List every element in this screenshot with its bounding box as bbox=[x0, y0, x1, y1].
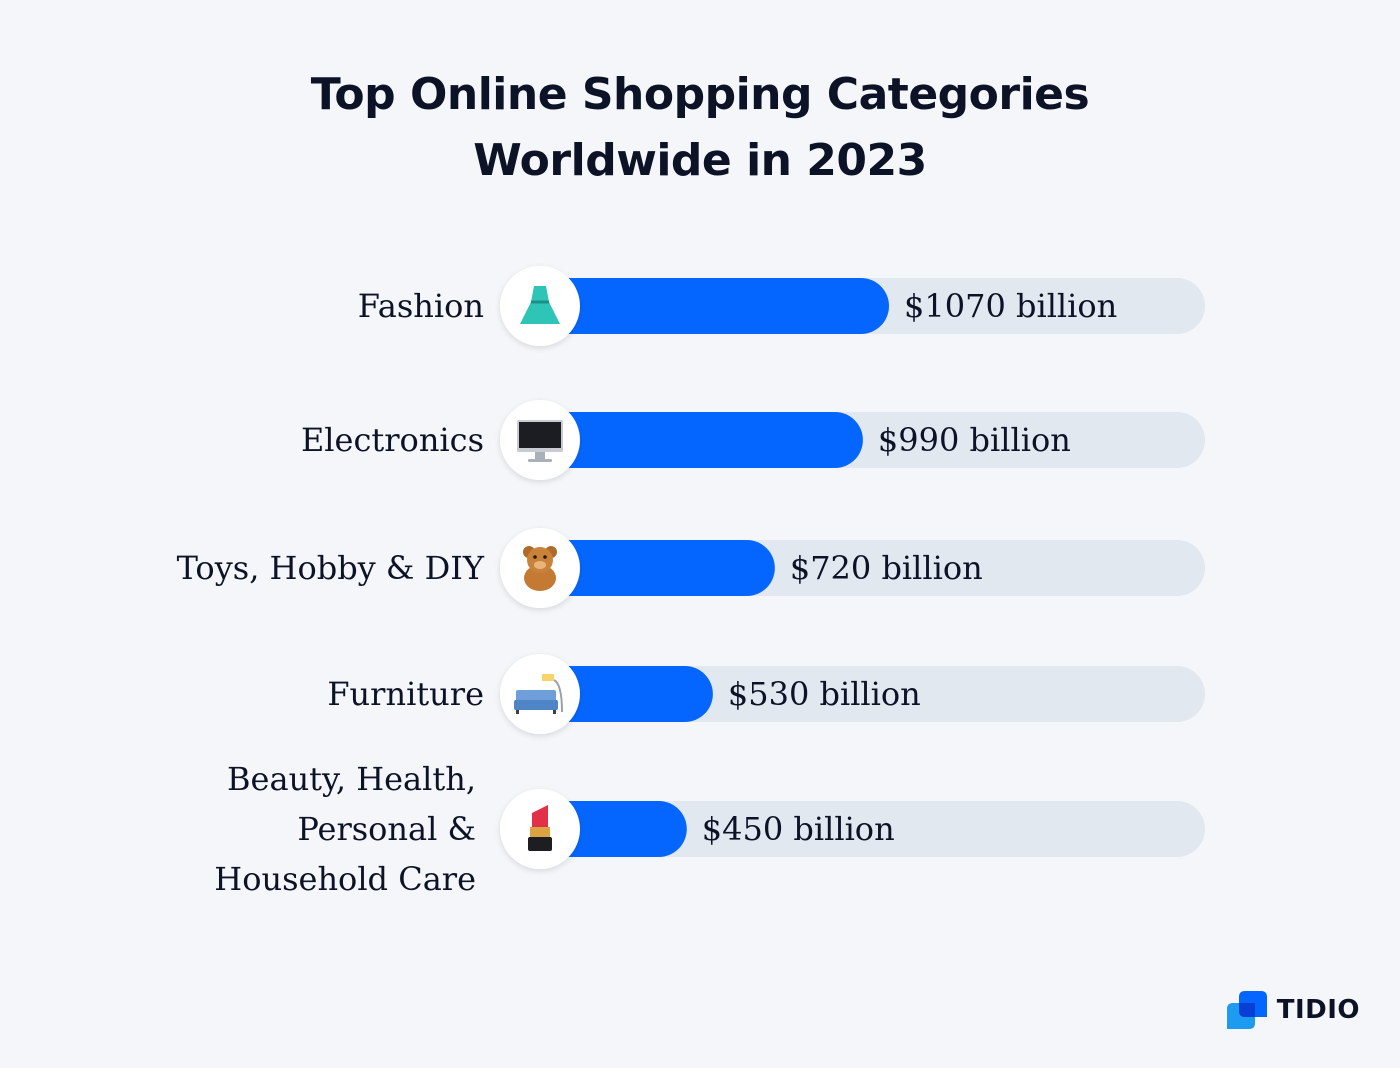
category-label: Toys, Hobby & DIY bbox=[177, 549, 485, 587]
value-label: $450 billion bbox=[702, 810, 895, 848]
chart-title-line-2: Worldwide in 2023 bbox=[473, 135, 927, 186]
couch-leg-left bbox=[516, 710, 519, 714]
teddy-bear-icon bbox=[500, 528, 580, 608]
lipstick-icon bbox=[500, 789, 580, 869]
bear-head bbox=[527, 547, 553, 573]
lamp-shade bbox=[542, 674, 554, 681]
lipstick-case bbox=[528, 837, 552, 851]
category-label: Furniture bbox=[327, 675, 484, 713]
bar bbox=[540, 666, 713, 722]
couch-seat bbox=[514, 700, 558, 710]
brand-name: TIDIO bbox=[1276, 995, 1360, 1025]
monitor-stand bbox=[535, 452, 545, 460]
category-label: Electronics bbox=[301, 421, 484, 459]
bar-row: $720 billion Toys, Hobby & DIY bbox=[177, 528, 1205, 608]
value-label: $990 billion bbox=[878, 421, 1071, 459]
category-label: Beauty, Health, bbox=[227, 760, 476, 798]
monitor-base bbox=[528, 459, 552, 462]
tidio-logo: TIDIO bbox=[1226, 990, 1360, 1030]
value-label: $530 billion bbox=[728, 675, 921, 713]
lipstick-tip bbox=[532, 805, 548, 827]
monitor-screen bbox=[519, 422, 561, 448]
computer-icon bbox=[500, 400, 580, 480]
bar bbox=[540, 540, 775, 596]
value-label: $720 billion bbox=[790, 549, 983, 587]
bar-row: $530 billion Furniture bbox=[327, 654, 1205, 734]
chart-title: Top Online Shopping Categories Worldwide… bbox=[0, 62, 1400, 194]
bear-eye-right bbox=[543, 555, 547, 559]
value-label: $1070 billion bbox=[904, 287, 1117, 325]
bar-row: $1070 billion Fashion bbox=[358, 266, 1205, 346]
couch-and-lamp-icon bbox=[500, 654, 580, 734]
category-label: Household Care bbox=[214, 860, 476, 898]
bar-row: $990 billion Electronics bbox=[301, 400, 1205, 480]
bear-eye-left bbox=[533, 555, 537, 559]
bar-track bbox=[540, 801, 1205, 857]
bar bbox=[540, 412, 863, 468]
lamp-pole bbox=[553, 679, 563, 713]
chart-title-line-1: Top Online Shopping Categories bbox=[310, 69, 1090, 120]
bar-row: $450 billion Beauty, Health, Personal & Hou… bbox=[214, 760, 1205, 898]
category-label: Personal & bbox=[297, 810, 476, 848]
lipstick-collar bbox=[530, 827, 550, 837]
dress-icon bbox=[500, 266, 580, 346]
couch-leg-right bbox=[553, 710, 556, 714]
bar bbox=[540, 278, 889, 334]
bear-muzzle bbox=[534, 561, 546, 569]
tidio-logo-icon bbox=[1226, 991, 1267, 1029]
bear-body bbox=[524, 565, 556, 591]
category-label: Fashion bbox=[358, 287, 484, 325]
dress-shape bbox=[520, 286, 560, 324]
